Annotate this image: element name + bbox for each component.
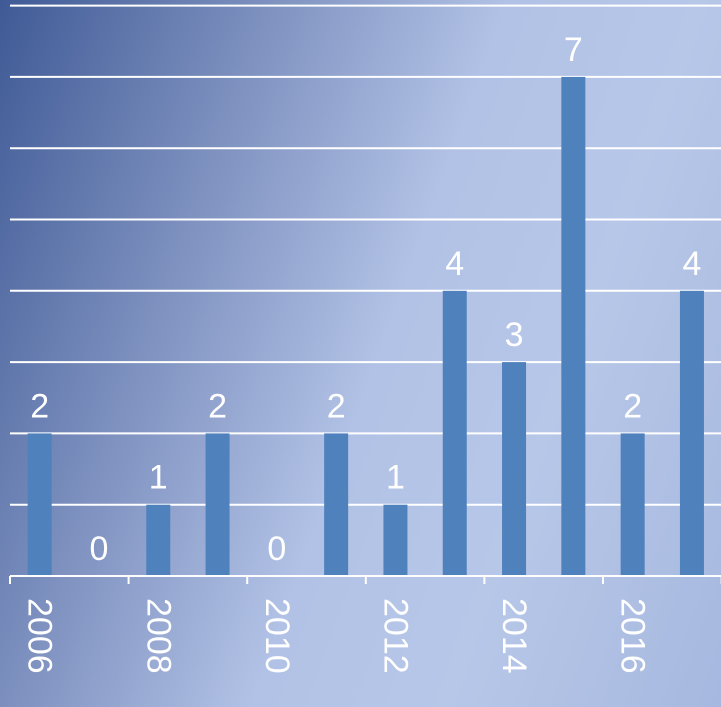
- data-label-2008: 1: [149, 459, 168, 497]
- bar-2017: [679, 290, 704, 576]
- data-label-2013: 4: [445, 245, 464, 283]
- x-axis: [9, 575, 721, 584]
- x-tick-label-2008: 2008: [139, 598, 177, 674]
- bar-2009: [205, 433, 230, 576]
- data-label-2010: 0: [267, 530, 286, 568]
- bar-2015: [561, 76, 586, 577]
- data-label-2017: 4: [682, 245, 701, 283]
- data-label-2011: 2: [327, 387, 346, 425]
- x-tick-label-2012: 2012: [376, 598, 414, 674]
- bar-2016: [620, 433, 645, 576]
- bar-2011: [324, 433, 349, 576]
- gridlines: [10, 4, 721, 506]
- bars: [27, 76, 704, 577]
- x-tick-label-2016: 2016: [614, 598, 652, 674]
- data-label-2012: 1: [386, 459, 405, 497]
- data-label-2015: 7: [564, 31, 583, 69]
- bar-2014: [502, 362, 527, 576]
- x-tick-label-2014: 2014: [495, 598, 533, 674]
- bar-2012: [383, 504, 408, 576]
- bar-2006: [27, 433, 52, 576]
- data-label-2007: 0: [89, 530, 108, 568]
- data-label-2016: 2: [623, 387, 642, 425]
- x-tick-labels: 2006 2008 2010 2012 2014 2016: [21, 598, 652, 674]
- bar-2008: [146, 504, 171, 576]
- data-labels: 2 0 1 2 0 2 1 4 3 7 2 4: [30, 31, 701, 568]
- x-tick-label-2006: 2006: [21, 598, 59, 674]
- x-tick-label-2010: 2010: [258, 598, 296, 674]
- bar-2013: [442, 290, 467, 576]
- data-label-2014: 3: [505, 316, 524, 354]
- data-label-2009: 2: [208, 387, 227, 425]
- data-label-2006: 2: [30, 387, 49, 425]
